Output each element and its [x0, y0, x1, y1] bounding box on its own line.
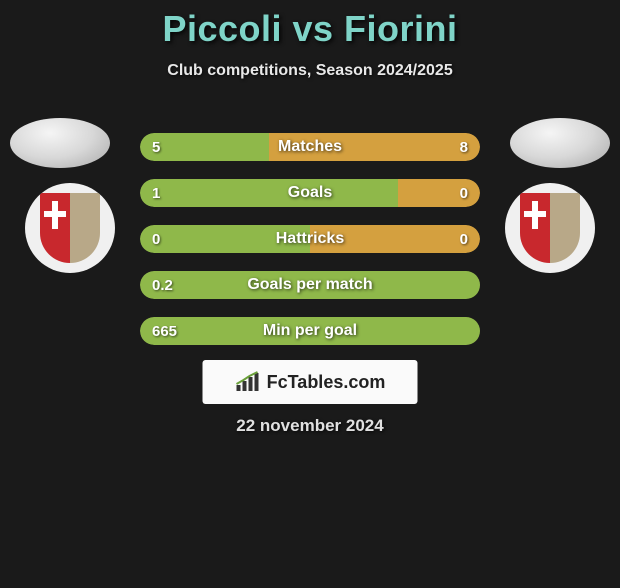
- team-crest-right: [505, 183, 595, 273]
- stat-right-value: 0: [398, 179, 480, 207]
- comparison-date: 22 november 2024: [0, 416, 620, 436]
- stat-row: 665Min per goal: [140, 317, 480, 345]
- stat-left-value: 0: [140, 225, 310, 253]
- player-right-head: [510, 118, 610, 168]
- stat-row: 10Goals: [140, 179, 480, 207]
- team-crest-left: [25, 183, 115, 273]
- stat-row: 00Hattricks: [140, 225, 480, 253]
- stat-row: 0.2Goals per match: [140, 271, 480, 299]
- stat-left-value: 665: [140, 317, 480, 345]
- comparison-subtitle: Club competitions, Season 2024/2025: [0, 62, 620, 80]
- stat-left-value: 1: [140, 179, 398, 207]
- stat-left-value: 0.2: [140, 271, 480, 299]
- comparison-title: Piccoli vs Fiorini: [0, 8, 620, 50]
- stat-right-value: 8: [269, 133, 480, 161]
- watermark-chart-icon: [235, 371, 261, 393]
- comparison-bars: 58Matches 10Goals 00Hattricks 0.2Goals per …: [140, 133, 480, 363]
- watermark-badge: FcTables.com: [203, 360, 418, 404]
- stat-left-value: 5: [140, 133, 269, 161]
- stat-right-value: 0: [310, 225, 480, 253]
- stat-row: 58Matches: [140, 133, 480, 161]
- player-left-head: [10, 118, 110, 168]
- watermark-text: FcTables.com: [267, 372, 386, 393]
